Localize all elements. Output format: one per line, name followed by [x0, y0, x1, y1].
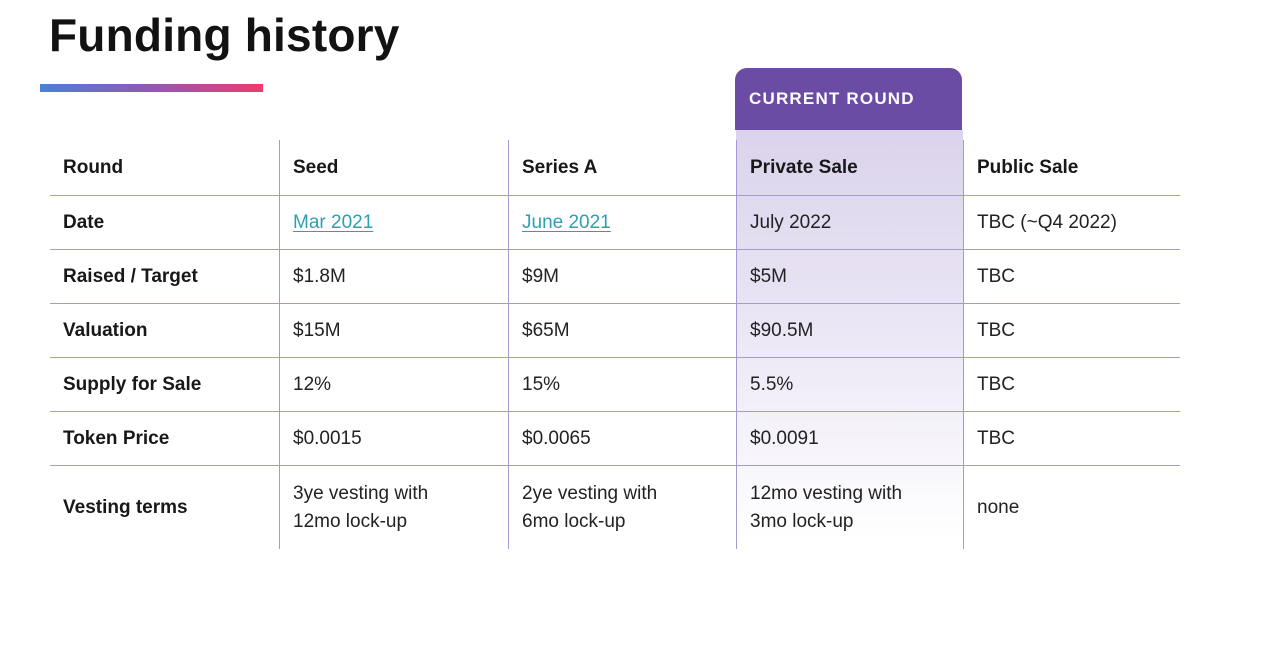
table-cell: $90.5M [736, 303, 963, 357]
table-cell: $9M [508, 249, 736, 303]
table-cell: TBC (~Q4 2022) [963, 195, 1180, 249]
row-label: Vesting terms [50, 465, 279, 549]
highlight-column-background [736, 130, 963, 549]
table-cell: 15% [508, 357, 736, 411]
row-label: Raised / Target [50, 249, 279, 303]
row-label: Supply for Sale [50, 357, 279, 411]
funding-table: Round Seed Series A Private Sale Public Sale… [50, 140, 1180, 549]
table-cell: 12mo vesting with 3mo lock-up [736, 465, 963, 549]
table-cell: $15M [279, 303, 508, 357]
table-cell: none [963, 465, 1180, 549]
table-cell: $0.0091 [736, 411, 963, 465]
page-title: Funding history [49, 9, 400, 61]
table-cell: TBC [963, 303, 1180, 357]
table-cell: 12% [279, 357, 508, 411]
row-label: Token Price [50, 411, 279, 465]
table-cell: $0.0015 [279, 411, 508, 465]
table-cell: $5M [736, 249, 963, 303]
row-header-label: Round [63, 156, 124, 178]
title-underline-gradient [40, 84, 263, 92]
table-cell: TBC [963, 249, 1180, 303]
table-cell: Mar 2021 [279, 195, 508, 249]
row-label: Date [50, 195, 279, 249]
table-cell: $1.8M [279, 249, 508, 303]
table-cell: TBC [963, 411, 1180, 465]
column-header: Public Sale [963, 140, 1180, 195]
table-cell: 3ye vesting with 12mo lock-up [279, 465, 508, 549]
table-cell: July 2022 [736, 195, 963, 249]
column-header: Series A [508, 140, 736, 195]
table-cell: $65M [508, 303, 736, 357]
date-link[interactable]: June 2021 [522, 211, 611, 233]
current-round-badge-label: CURRENT ROUND [749, 89, 915, 108]
date-link[interactable]: Mar 2021 [293, 211, 374, 233]
current-round-badge: CURRENT ROUND [735, 68, 962, 130]
row-label: Valuation [50, 303, 279, 357]
column-header: Private Sale [736, 140, 963, 195]
table-cell: June 2021 [508, 195, 736, 249]
column-header: Seed [279, 140, 508, 195]
table-cell: $0.0065 [508, 411, 736, 465]
table-cell: TBC [963, 357, 1180, 411]
table-cell: 2ye vesting with 6mo lock-up [508, 465, 736, 549]
table-cell: 5.5% [736, 357, 963, 411]
